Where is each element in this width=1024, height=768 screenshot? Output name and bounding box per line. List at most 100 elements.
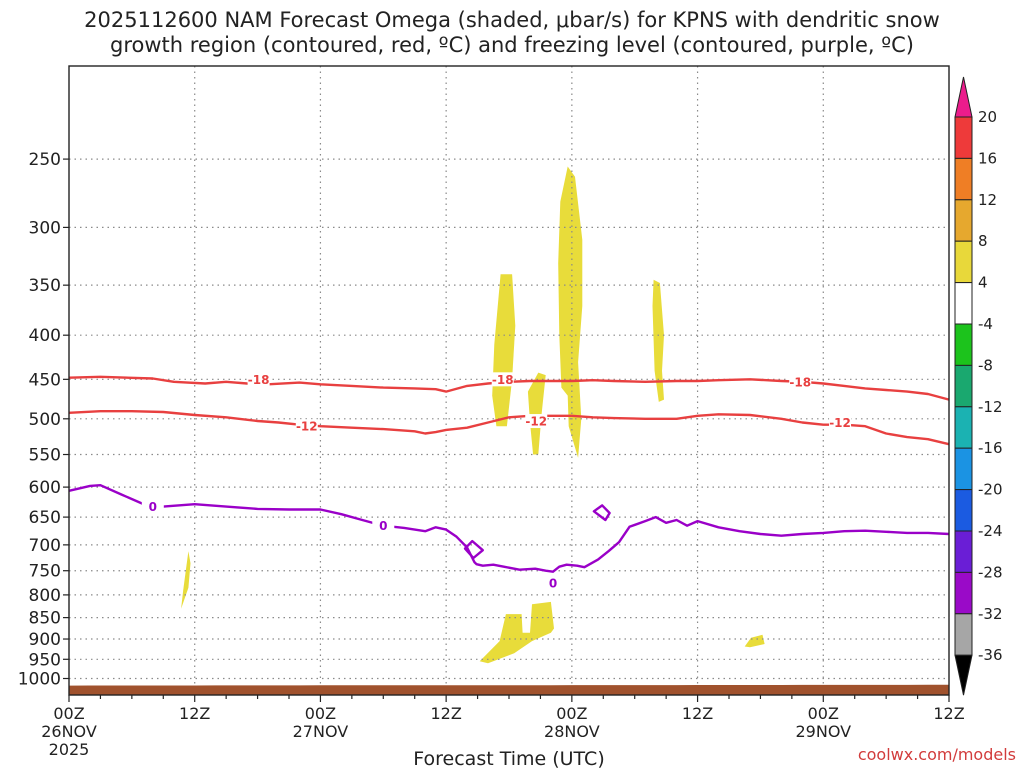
y-tick-label-1000: 1000 [18,670,61,690]
colorbar-swatch-9 [954,447,973,491]
colorbar-swatch-8 [954,406,973,449]
contour-4 [463,539,484,560]
colorbar-label-12: -28 [978,563,1003,581]
contour-label-bg-2-1 [295,419,318,434]
chart-title-line-2: growth region (contoured, red, ºC) and f… [110,33,914,57]
colorbar-swatch-11 [954,530,973,573]
y-tick-label-550: 550 [29,446,61,466]
ground-layer [69,684,949,695]
colorbar-label-11: -24 [978,522,1003,540]
chart-title-line-1: 2025112600 NAM Forecast Omega (shaded, μ… [84,8,940,32]
y-tick-label-650: 650 [29,508,61,528]
y-tick-label-450: 450 [29,370,61,390]
contour-label-3-1: 0 [149,500,157,514]
omega-region-5 [652,279,664,402]
y-tick-label-750: 750 [29,562,61,582]
colorbar-swatch-12 [954,571,973,615]
y-tick-label-250: 250 [29,150,61,170]
colorbar-label-8: -12 [978,398,1003,416]
y-tick-label-800: 800 [29,586,61,606]
x-tick-label-24: 00Z [305,704,336,723]
contour-label-3-2: 0 [379,519,387,533]
y-tick-label-600: 600 [29,478,61,498]
colorbar-label-9: -16 [978,439,1003,457]
contour-layer [68,375,950,573]
omega-region-2 [492,274,516,427]
colorbar-label-10: -20 [978,481,1003,499]
x-tick-date-48: 28NOV [544,722,600,741]
colorbar-arrow-bottom [954,654,973,696]
colorbar-label-3: 12 [978,191,997,209]
omega-shading-layer [181,166,765,664]
contour-label-bg-2-2 [525,414,548,429]
contour-2 [68,410,950,446]
x-axis-label: Forecast Time (UTC) [413,748,604,768]
x-tick-label-0: 00Z [53,704,84,723]
contour-label-bg-3-1 [141,499,164,514]
x-tick-date-72: 29NOV [795,722,851,741]
contour-label-bg-2-3 [829,415,852,430]
colorbar-label-14: -36 [978,646,1003,664]
colorbar-arrow-top [954,76,973,118]
y-tick-label-400: 400 [29,326,61,346]
contour-label-bg-1-2 [491,372,514,387]
x-tick-label-36: 12Z [430,704,461,723]
colorbar: 20 16 12 8 4 -4 -8 -12 -16 -20 -24 -28 -32 -36 [954,76,1003,696]
colorbar-label-1: 20 [978,108,997,126]
x-tick-date-0: 26NOV [41,722,97,741]
y-tick-label-950: 950 [29,650,61,670]
omega-region-7 [744,634,765,648]
x-tick-label-48: 00Z [556,704,587,723]
colorbar-label-5: 4 [978,274,988,292]
contour-5 [592,504,611,522]
colorbar-swatch-3 [954,199,973,242]
x-tick-year-0: 2025 [49,740,90,759]
ground-surface [69,684,949,695]
omega-region-1 [181,551,191,609]
colorbar-label-13: -32 [978,605,1003,623]
contour-label-layer: -18 -18 -18 -12 -12 -12 0 0 0 [141,372,852,591]
y-tick-label-500: 500 [29,410,61,430]
contour-3 [68,484,950,573]
contour-label-bg-1-3 [789,374,812,389]
colorbar-swatch-4 [954,240,973,284]
y-tick-label-850: 850 [29,609,61,629]
x-tick-label-84: 12Z [933,704,964,723]
colorbar-label-2: 16 [978,149,997,167]
contour-label-2-1: -12 [296,420,318,434]
colorbar-label-4: 8 [978,232,988,250]
x-tick-label-72: 00Z [808,704,839,723]
colorbar-label-6: -4 [978,315,993,333]
colorbar-label-7: -8 [978,356,993,374]
omega-region-4 [558,166,583,458]
contour-label-1-2: -18 [492,373,514,387]
grid-layer [69,66,949,695]
contour-label-3-3: 0 [549,577,557,591]
colorbar-swatch-2 [954,157,973,201]
colorbar-swatch-6 [954,323,973,366]
contour-label-bg-1-1 [247,372,270,387]
y-tick-label-700: 700 [29,536,61,556]
contour-1 [68,375,950,401]
omega-region-3 [527,372,546,455]
colorbar-swatch-10 [954,489,973,532]
colorbar-swatch-1 [954,116,973,159]
credit-text: coolwx.com/models [858,745,1016,764]
contour-label-bg-3-3 [542,576,564,591]
axis-tick-layer: 2503003504004505005506006507007508008509… [18,150,965,759]
x-tick-label-60: 12Z [682,704,713,723]
colorbar-swatch-7 [954,364,973,408]
y-tick-label-350: 350 [29,276,61,296]
omega-region-6 [479,601,554,664]
contour-label-2-3: -12 [829,416,851,430]
contour-label-bg-3-2 [372,518,395,533]
colorbar-swatch-5 [954,282,973,325]
contour-label-1-3: -18 [789,375,811,389]
colorbar-swatch-13 [954,613,973,656]
contour-label-2-2: -12 [525,415,547,429]
x-tick-date-24: 27NOV [293,722,349,741]
x-tick-label-12: 12Z [179,704,210,723]
y-tick-label-900: 900 [29,630,61,650]
y-tick-label-300: 300 [29,218,61,238]
